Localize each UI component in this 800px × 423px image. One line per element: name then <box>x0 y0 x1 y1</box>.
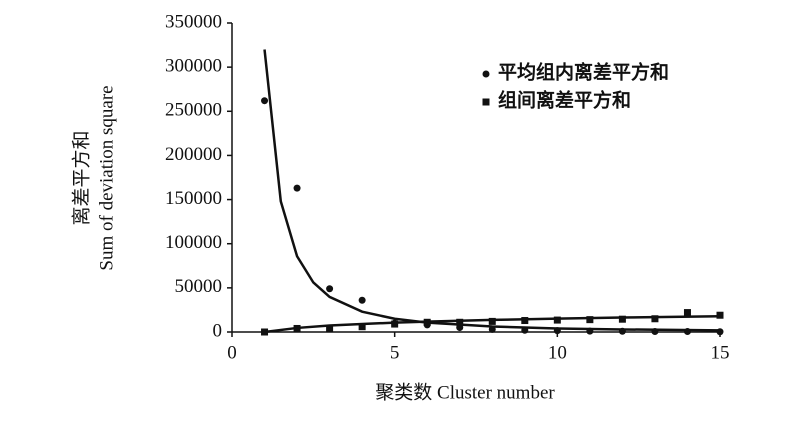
data-point <box>521 326 529 334</box>
x-tick-label: 0 <box>227 342 237 363</box>
data-point <box>716 328 724 336</box>
y-axis-label: 离差平方和 <box>70 130 92 225</box>
data-point <box>488 317 496 325</box>
data-point <box>423 318 431 326</box>
data-point <box>553 316 561 324</box>
x-axis-label: 聚类数 Cluster number <box>375 381 555 403</box>
legend-marker <box>482 70 490 78</box>
y-tick-label: 350000 <box>165 11 222 32</box>
data-point <box>261 97 269 105</box>
data-point <box>586 316 594 324</box>
data-point <box>683 309 691 317</box>
data-point <box>651 315 659 323</box>
data-point <box>683 328 691 336</box>
data-point <box>456 318 464 326</box>
y-tick-label: 50000 <box>175 276 223 297</box>
data-point <box>521 317 529 325</box>
y-tick-label: 300000 <box>165 56 222 77</box>
data-point <box>618 327 626 335</box>
data-point <box>651 327 659 335</box>
data-point <box>618 315 626 323</box>
y-tick-label: 0 <box>213 320 223 341</box>
y-axis-label: Sum of deviation square <box>96 85 117 270</box>
y-tick-label: 100000 <box>165 232 222 253</box>
legend-label: 平均组内离差平方和 <box>498 60 669 83</box>
data-point <box>358 323 366 331</box>
data-point <box>326 324 334 332</box>
x-tick-label: 15 <box>711 342 730 363</box>
y-tick-label: 200000 <box>165 144 222 165</box>
y-tick-label: 250000 <box>165 100 222 121</box>
y-tick-label: 150000 <box>165 188 222 209</box>
data-point <box>488 325 496 333</box>
data-point <box>293 324 301 332</box>
legend-marker <box>482 98 490 106</box>
data-point <box>586 327 594 335</box>
data-point <box>326 285 334 293</box>
trend-line <box>263 49 721 332</box>
data-point <box>293 184 301 192</box>
data-point <box>391 320 399 328</box>
data-point <box>553 327 561 335</box>
data-point <box>261 328 269 336</box>
x-tick-label: 5 <box>390 342 400 363</box>
data-point <box>716 311 724 319</box>
data-point <box>358 296 366 304</box>
legend-label: 组间离差平方和 <box>498 88 631 111</box>
data-point <box>456 324 464 332</box>
x-tick-label: 10 <box>548 342 567 363</box>
